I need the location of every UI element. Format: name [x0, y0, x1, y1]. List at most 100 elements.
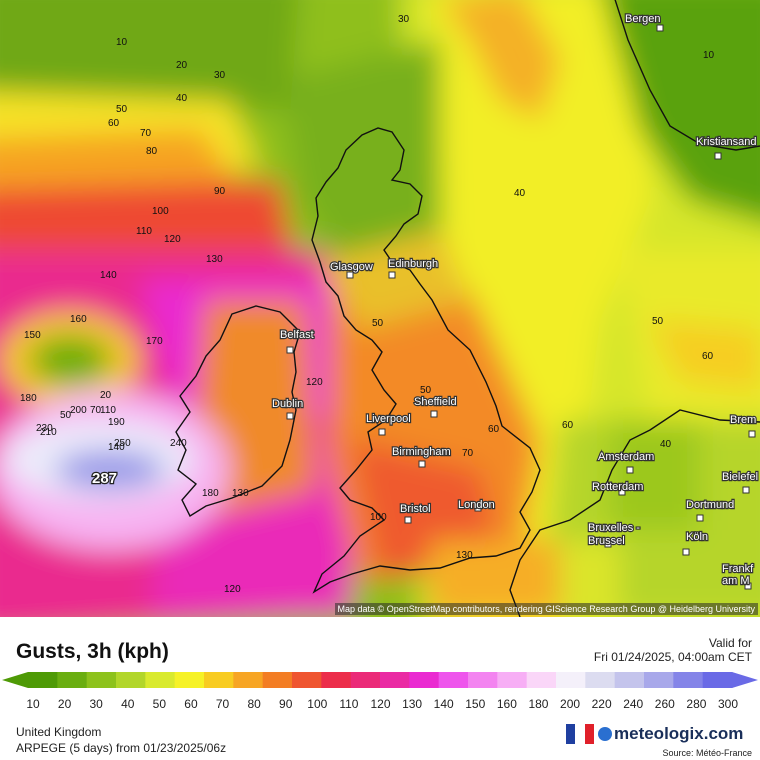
city-label[interactable]: Köln: [685, 530, 709, 544]
city-label[interactable]: Birmingham: [391, 445, 452, 459]
contour-label: 140: [108, 442, 125, 453]
legend-swatch: [204, 672, 234, 688]
legend-tick-label: 70: [216, 697, 230, 711]
contour-label: 80: [146, 146, 158, 157]
city-label[interactable]: Bristol: [399, 502, 432, 516]
gust-color-field: [0, 0, 760, 617]
coastlines: [175, 0, 760, 617]
legend-swatch: [556, 672, 586, 688]
city-label[interactable]: Kristiansand: [695, 135, 758, 149]
city-marker-icon: [682, 548, 690, 556]
contour-label: 70: [90, 405, 102, 416]
legend-tick-label: 200: [560, 697, 580, 711]
contour-label: 50: [60, 410, 72, 421]
legend-tick-label: 220: [592, 697, 612, 711]
contour-label: 10: [116, 37, 128, 48]
city-label[interactable]: Amsterdam: [597, 450, 656, 464]
weather-map[interactable]: Bergen Kristiansand Glasgow Edinburgh Belfas…: [0, 0, 760, 617]
flag-stripe-blue: [566, 724, 576, 744]
city-marker-icon: [286, 412, 294, 420]
contour-label: 170: [146, 336, 163, 347]
legend-tick-label: 10: [26, 697, 40, 711]
legend-swatch: [380, 672, 410, 688]
city-label[interactable]: Dortmund: [685, 498, 736, 512]
max-gust-label: 287: [92, 470, 117, 487]
contour-label: 50: [652, 316, 664, 327]
contour-label: 120: [164, 234, 181, 245]
city-marker-icon: [626, 466, 634, 474]
legend-swatch: [233, 672, 264, 688]
city-marker-icon: [604, 540, 612, 548]
legend-swatch: [673, 672, 704, 688]
france-flag-icon: [566, 724, 594, 744]
contour-label: 110: [100, 405, 116, 416]
city-label[interactable]: Liverpool: [365, 412, 412, 426]
legend-tick-label: 60: [184, 697, 198, 711]
city-label[interactable]: Sheffield: [413, 395, 458, 409]
city-label[interactable]: Bruxelles -Brussel: [587, 521, 642, 548]
city-label[interactable]: Bergen: [624, 12, 662, 26]
contour-label: 70: [140, 128, 152, 139]
model-run-label: ARPEGE (5 days) from 01/23/2025/06z: [16, 741, 227, 755]
legend-swatch: [57, 672, 88, 688]
city-label[interactable]: Frankf am M: [721, 562, 756, 588]
city-label[interactable]: Rotterdam: [591, 480, 645, 494]
city-label[interactable]: Glasgow: [329, 260, 374, 274]
city-label[interactable]: Belfast: [279, 328, 315, 342]
brand-logo[interactable]: meteologix.com: [566, 722, 743, 746]
legend-swatch: [292, 672, 322, 688]
contour-label: 50: [372, 318, 384, 329]
city-label[interactable]: Edinburgh: [387, 257, 440, 271]
legend-swatch: [409, 672, 440, 688]
contour-label: 100: [370, 512, 387, 523]
contour-label: 180: [202, 488, 219, 499]
contour-label: 100: [152, 206, 169, 217]
legend-tick-label: 160: [497, 697, 517, 711]
contour-label: 10: [703, 50, 715, 61]
city-label[interactable]: Dublin: [271, 397, 305, 411]
city-marker-icon: [286, 346, 294, 354]
gust-map-canvas: Bergen Kristiansand Glasgow Edinburgh Belfas…: [0, 0, 760, 617]
city-marker-icon: [388, 271, 396, 279]
contour-label: 160: [70, 314, 87, 325]
contour-label: 60: [108, 118, 120, 129]
city-label[interactable]: London: [457, 498, 496, 512]
legend-tick-label: 180: [528, 697, 548, 711]
city-marker-icon: [378, 428, 386, 436]
contour-label: 50: [420, 385, 432, 396]
legend-tick-label: 100: [307, 697, 327, 711]
brand-name: meteologix.com: [598, 724, 743, 744]
city-marker-icon: [714, 152, 722, 160]
legend-swatch: [438, 672, 469, 688]
contour-label: 20: [176, 60, 188, 71]
legend-tick-label: 110: [339, 697, 358, 711]
legend-swatch: [644, 672, 674, 688]
legend-swatch: [321, 672, 352, 688]
legend-tick-label: 240: [623, 697, 643, 711]
contour-label: 90: [214, 186, 226, 197]
contour-label: 110: [136, 226, 152, 237]
contour-label: 180: [20, 393, 37, 404]
data-source: Source: Météo-France: [662, 748, 752, 758]
legend-tick-label: 140: [434, 697, 454, 711]
legend-swatch: [585, 672, 616, 688]
city-label[interactable]: Brem: [729, 413, 758, 427]
legend-swatch: [262, 672, 293, 688]
contour-label: 30: [214, 70, 226, 81]
city-label[interactable]: Bielefel: [721, 470, 759, 484]
flag-stripe-white: [575, 724, 585, 744]
contour-label: 130: [232, 488, 249, 499]
legend-tick-label: 40: [121, 697, 135, 711]
city-marker-icon: [474, 504, 482, 512]
contour-label: 40: [514, 188, 526, 199]
city-marker-icon: [430, 410, 438, 418]
legend-swatch: [116, 672, 146, 688]
city-marker-icon: [404, 516, 412, 524]
city-marker-icon: [744, 582, 752, 590]
contour-label: 70: [462, 448, 474, 459]
contour-label: 190: [108, 417, 125, 428]
contour-label: 250: [114, 438, 131, 449]
legend-swatch: [614, 672, 645, 688]
legend-swatch: [497, 672, 528, 688]
legend-tick-label: 120: [370, 697, 390, 711]
